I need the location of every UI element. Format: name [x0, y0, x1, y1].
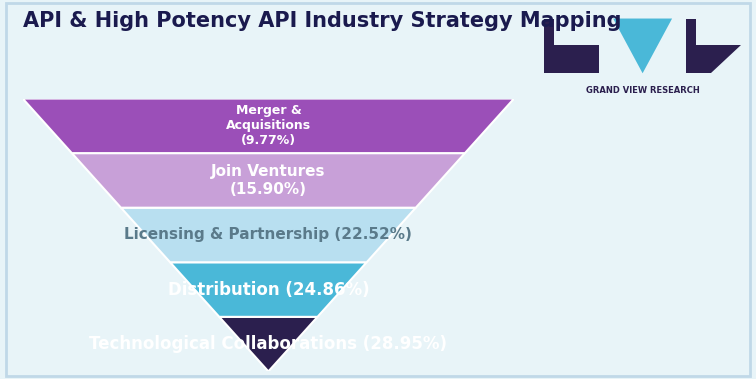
Bar: [554, 19, 600, 45]
Text: GRAND VIEW RESEARCH: GRAND VIEW RESEARCH: [586, 86, 699, 95]
Polygon shape: [72, 153, 465, 208]
Polygon shape: [23, 99, 514, 153]
Polygon shape: [613, 19, 672, 73]
Text: API & High Potency API Industry Strategy Mapping: API & High Potency API Industry Strategy…: [23, 11, 621, 31]
Bar: [544, 19, 600, 73]
Text: Licensing & Partnership (22.52%): Licensing & Partnership (22.52%): [125, 227, 412, 243]
Text: Distribution (24.86%): Distribution (24.86%): [168, 280, 369, 299]
Bar: [570, 45, 600, 58]
Polygon shape: [711, 45, 741, 73]
Polygon shape: [219, 317, 318, 371]
Bar: [686, 19, 741, 73]
Text: Merger &
Acquisitions
(9.77%): Merger & Acquisitions (9.77%): [226, 104, 311, 147]
Text: Technological Collaborations (28.95%): Technological Collaborations (28.95%): [89, 335, 448, 353]
Text: Join Ventures
(15.90%): Join Ventures (15.90%): [211, 164, 326, 197]
Bar: [696, 19, 741, 45]
Polygon shape: [121, 208, 416, 262]
Polygon shape: [170, 262, 367, 317]
